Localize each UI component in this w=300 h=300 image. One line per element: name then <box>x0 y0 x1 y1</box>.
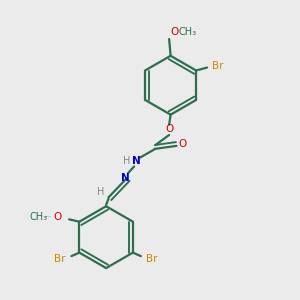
Text: N: N <box>121 173 130 183</box>
Text: O: O <box>53 212 62 222</box>
Text: O: O <box>170 27 178 37</box>
Text: Br: Br <box>212 61 224 71</box>
Text: H: H <box>97 187 104 197</box>
Text: Br: Br <box>55 254 66 263</box>
Text: Br: Br <box>146 254 158 263</box>
Text: O: O <box>165 124 173 134</box>
Text: O: O <box>179 140 187 149</box>
Text: CH₃: CH₃ <box>30 212 48 222</box>
Text: H: H <box>123 156 130 166</box>
Text: N: N <box>132 156 141 166</box>
Text: CH₃: CH₃ <box>178 27 196 37</box>
Text: methoxy: methoxy <box>46 216 52 217</box>
